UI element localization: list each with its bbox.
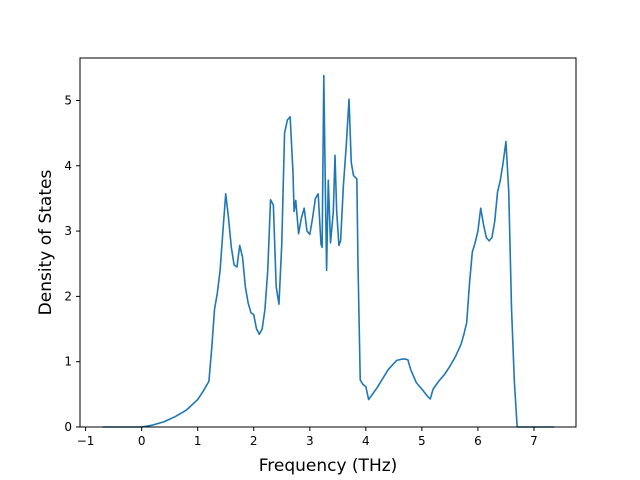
y-tick-label: 2 (64, 289, 72, 303)
x-axis-label: Frequency (THz) (259, 456, 398, 476)
x-tick-label: 0 (138, 434, 146, 448)
x-tick-label: 4 (362, 434, 370, 448)
x-tick-label: 3 (306, 434, 314, 448)
y-tick-label: 0 (64, 420, 72, 434)
plot-area (102, 74, 555, 428)
y-axis: 0 1 2 3 4 5 (64, 93, 80, 434)
x-tick-label: −1 (77, 434, 95, 448)
x-axis: −1 0 1 2 3 4 5 6 7 (77, 427, 538, 448)
axes-frame (79, 57, 577, 428)
dos-line (102, 74, 555, 428)
y-tick-label: 4 (64, 159, 72, 173)
x-tick-label: 6 (474, 434, 482, 448)
y-tick-label: 1 (64, 355, 72, 369)
x-tick-label: 2 (250, 434, 258, 448)
y-tick-label: 3 (64, 224, 72, 238)
x-tick-label: 5 (418, 434, 426, 448)
y-axis-label: Density of States (36, 170, 56, 316)
x-tick-label: 7 (530, 434, 538, 448)
y-tick-label: 5 (64, 93, 72, 107)
x-tick-label: 1 (194, 434, 202, 448)
